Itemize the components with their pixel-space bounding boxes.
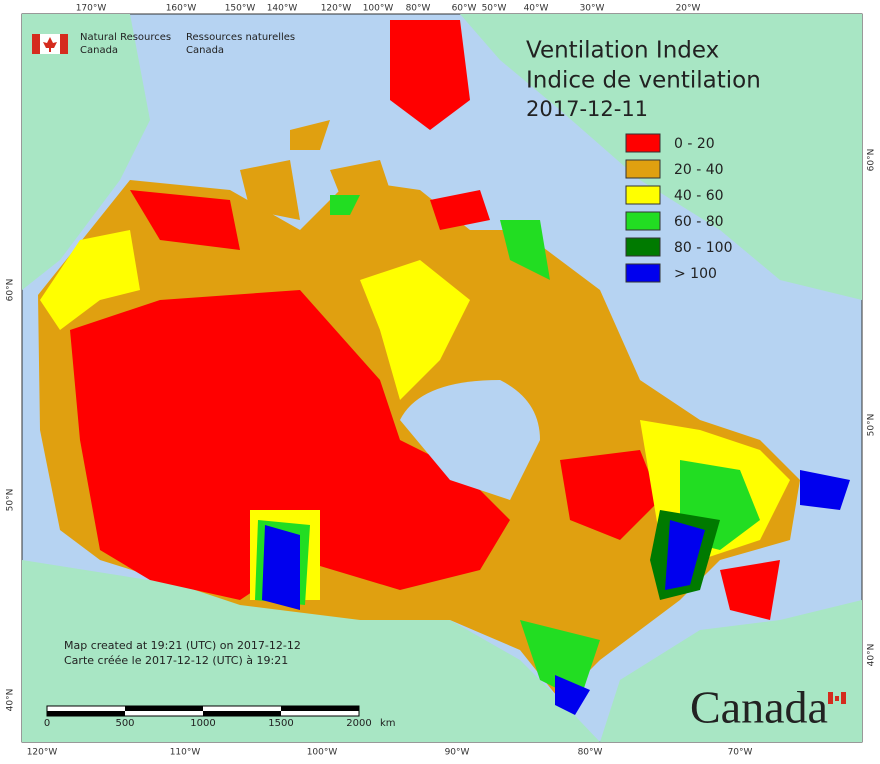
wordmark-flag [828, 692, 846, 704]
top-tick-label: 20°W [676, 4, 701, 14]
wordmark: Canada [690, 682, 828, 733]
title-fr: Indice de ventilation [526, 68, 761, 94]
legend-swatch [625, 133, 661, 153]
scale-label: 2000 [346, 718, 371, 729]
org-en-2: Canada [80, 45, 118, 56]
bottom-tick-label: 90°W [445, 748, 470, 758]
right-tick-label: 60°N [867, 149, 877, 172]
bottom-tick-label: 110°W [170, 748, 201, 758]
legend-swatch [625, 211, 661, 231]
top-tick-label: 160°W [166, 4, 197, 14]
legend-label: 20 - 40 [674, 162, 724, 178]
top-tick-label: 120°W [321, 4, 352, 14]
left-tick-label: 50°N [6, 489, 16, 512]
footnote-en: Map created at 19:21 (UTC) on 2017-12-12 [64, 639, 301, 652]
legend-label: 60 - 80 [674, 214, 724, 230]
bottom-tick-label: 100°W [307, 748, 338, 758]
top-tick-label: 140°W [267, 4, 298, 14]
org-fr-1: Ressources naturelles [186, 32, 295, 43]
left-tick-label: 60°N [6, 279, 16, 302]
bottom-tick-label: 70°W [728, 748, 753, 758]
top-tick-label: 170°W [76, 4, 107, 14]
footnote-fr: Carte créée le 2017-12-12 (UTC) à 19:21 [64, 654, 288, 667]
title-en: Ventilation Index [526, 38, 719, 64]
top-tick-label: 150°W [225, 4, 256, 14]
right-tick-label: 50°N [867, 414, 877, 437]
legend-label: 40 - 60 [674, 188, 724, 204]
scale-label: 0 [44, 718, 50, 729]
right-tick-label: 40°N [867, 644, 877, 667]
top-tick-label: 100°W [363, 4, 394, 14]
legend-label: 80 - 100 [674, 240, 733, 256]
scale-bar [46, 705, 360, 717]
legend-swatch [625, 263, 661, 283]
legend-swatch [625, 185, 661, 205]
scale-unit: km [380, 718, 396, 729]
legend-label: > 100 [674, 266, 717, 282]
org-en-1: Natural Resources [80, 32, 171, 43]
top-tick-label: 80°W [406, 4, 431, 14]
legend-swatch [625, 237, 661, 257]
legend-label: 0 - 20 [674, 136, 715, 152]
map-date: 2017-12-11 [526, 97, 648, 121]
scale-label: 1500 [268, 718, 293, 729]
scale-label: 1000 [190, 718, 215, 729]
legend-swatch [625, 159, 661, 179]
top-tick-label: 60°W [452, 4, 477, 14]
top-tick-label: 40°W [524, 4, 549, 14]
logo [32, 34, 68, 54]
bottom-tick-label: 80°W [578, 748, 603, 758]
org-fr-2: Canada [186, 45, 224, 56]
bottom-tick-label: 120°W [27, 748, 58, 758]
top-tick-label: 30°W [580, 4, 605, 14]
scale-label: 500 [115, 718, 134, 729]
basemap [22, 14, 862, 742]
left-tick-label: 40°N [6, 689, 16, 712]
top-tick-label: 50°W [482, 4, 507, 14]
